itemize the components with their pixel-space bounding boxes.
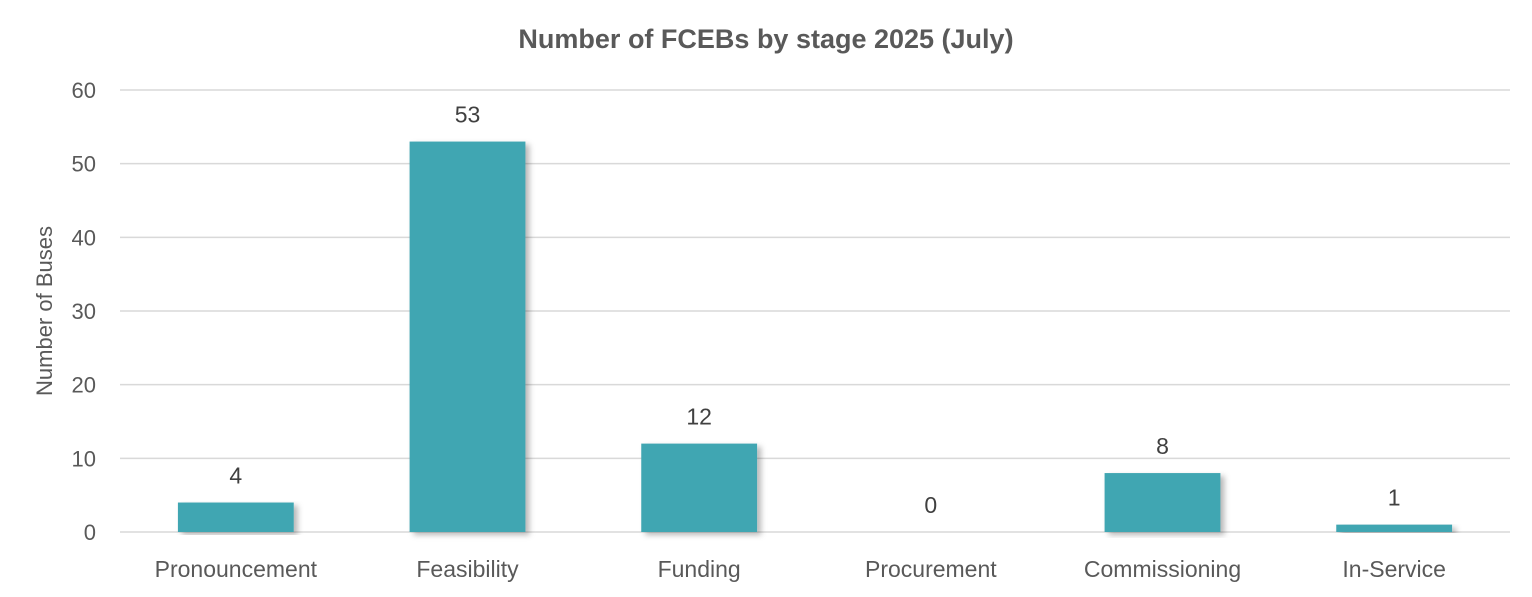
x-category-label: Procurement [865, 556, 997, 582]
x-category-label: Commissioning [1084, 556, 1241, 582]
bars [177, 141, 1453, 533]
bar [177, 502, 294, 532]
y-tick-label: 60 [72, 78, 96, 103]
data-labels: 4 53 12 0 8 1 [229, 102, 1400, 518]
y-tick-label: 10 [72, 446, 96, 471]
y-tick-label: 30 [72, 299, 96, 324]
data-label: 53 [455, 102, 481, 128]
chart-title: Number of FCEBs by stage 2025 (July) [518, 24, 1013, 54]
y-tick-label: 40 [72, 225, 96, 250]
bar [641, 443, 758, 532]
data-label: 12 [686, 404, 712, 430]
bar [1336, 524, 1453, 532]
data-label: 1 [1388, 485, 1401, 511]
bar [1104, 473, 1221, 532]
data-label: 4 [229, 463, 242, 489]
y-tick-label: 50 [72, 152, 96, 177]
gridlines [120, 89, 1510, 533]
x-category-label: Feasibility [416, 556, 519, 582]
x-category-label: Pronouncement [155, 556, 318, 582]
data-label: 0 [924, 492, 937, 518]
x-axis-labels: Pronouncement Feasibility Funding Procureme… [155, 556, 1446, 582]
y-tick-label: 0 [84, 520, 96, 545]
y-tick-label: 20 [72, 373, 96, 398]
bar [409, 141, 526, 533]
y-axis-title: Number of Buses [32, 226, 57, 396]
y-axis-ticks: 0 10 20 30 40 50 60 [72, 78, 96, 545]
data-label: 8 [1156, 433, 1169, 459]
x-category-label: Funding [658, 556, 741, 582]
x-category-label: In-Service [1342, 556, 1446, 582]
